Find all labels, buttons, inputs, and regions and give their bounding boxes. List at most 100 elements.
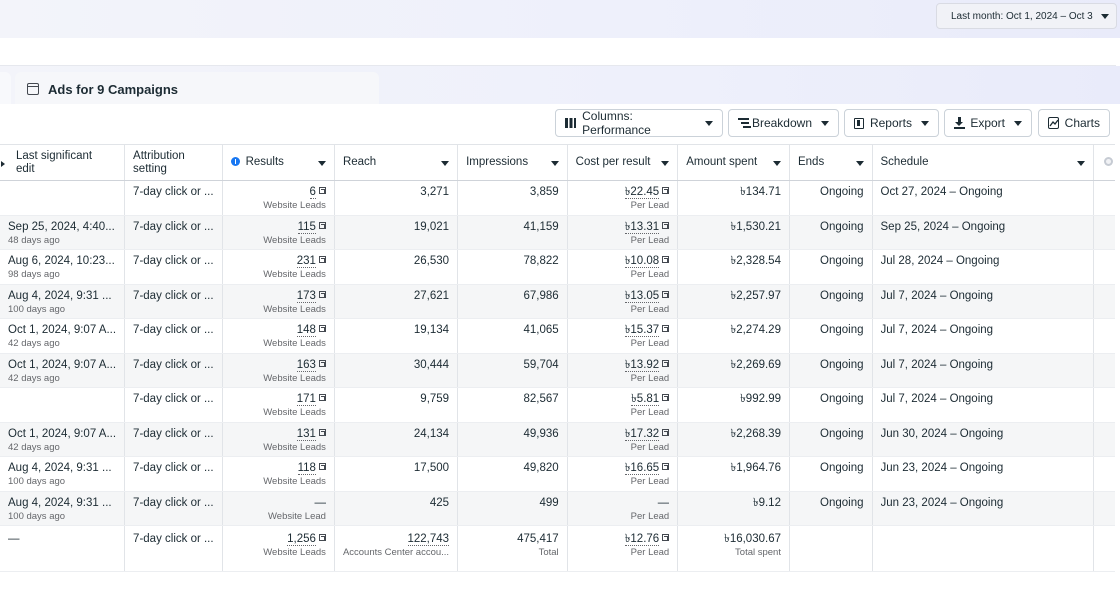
info-icon[interactable] [230,157,240,166]
cost-per-result-value[interactable]: ৳15.37 [624,324,660,337]
add-column-icon[interactable] [1103,156,1113,166]
vertical-scrollbar[interactable] [1115,104,1120,574]
external-link-icon[interactable] [662,325,670,332]
table-row[interactable]: Oct 1, 2024, 9:07 A... 42 days ago 7-day… [0,353,1120,388]
column-header-last-edit[interactable]: Last significant edit [0,144,126,181]
tab-ads-label: Ads for 9 Campaigns [48,81,179,97]
results-label: Website Leads [263,303,326,315]
breakdown-button[interactable]: Breakdown [728,109,839,137]
external-link-icon[interactable] [318,463,326,470]
table-row[interactable]: Sep 25, 2024, 4:40... 48 days ago 7-day … [0,215,1120,250]
charts-button[interactable]: Charts [1038,109,1110,137]
table-row[interactable]: Oct 1, 2024, 9:07 A... 42 days ago 7-day… [0,422,1120,457]
sort-caret-icon[interactable] [441,161,450,166]
cost-per-result-value[interactable]: ৳16.65 [624,462,660,475]
totals-attribution-cell: 7-day click or ... [124,525,223,572]
sort-caret-icon[interactable] [772,161,781,166]
reach-cell: 27,621 [334,284,459,319]
results-value[interactable]: 115 [297,220,316,234]
column-header-schedule[interactable]: Schedule [872,144,1094,181]
column-header-results[interactable]: Results [222,144,335,181]
impressions-cell: 499 [457,491,568,526]
cost-per-result-value[interactable]: ৳13.05 [624,289,660,303]
table-row[interactable]: 7-day click or ... 6 Website Leads 3,271… [0,180,1120,216]
cost-per-result-value[interactable]: — [657,496,670,509]
column-header-impressions[interactable]: Impressions [457,144,568,181]
attribution-cell: 7-day click or ... [124,422,223,457]
results-cell: 231 Website Leads [222,249,335,285]
cost-per-result-label: Per Lead [630,269,670,280]
table-row[interactable]: Aug 4, 2024, 9:31 ... 100 days ago 7-day… [0,491,1120,526]
table-row[interactable]: Aug 4, 2024, 9:31 ... 100 days ago 7-day… [0,284,1120,319]
results-value[interactable]: — [314,496,326,509]
totals-reach-value[interactable]: 122,743 [407,533,450,546]
reach-cell: 24,134 [334,422,459,457]
external-link-icon[interactable] [318,221,326,229]
results-value[interactable]: 6 [309,186,316,199]
external-link-icon[interactable] [318,325,326,332]
ends-cell: Ongoing [789,491,873,526]
tab-ads[interactable]: Ads for 9 Campaigns [15,72,379,106]
attribution-cell: 7-day click or ... [124,353,223,388]
totals-cost-per-result-value[interactable]: ৳12.76 [624,533,660,546]
column-header-reach[interactable]: Reach [334,144,459,181]
external-link-icon[interactable] [662,187,670,194]
external-link-icon[interactable] [662,534,670,541]
attribution-cell: 7-day click or ... [124,318,223,354]
results-value[interactable]: 231 [296,255,316,268]
results-value[interactable]: 148 [296,324,316,337]
table-row[interactable]: Aug 6, 2024, 10:23... 98 days ago 7-day … [0,249,1120,285]
external-link-icon[interactable] [318,394,326,401]
results-value[interactable]: 171 [296,393,316,406]
external-link-icon[interactable] [662,359,670,367]
last-edit-value: Oct 1, 2024, 9:07 A... [8,358,117,371]
results-value[interactable]: 173 [296,289,316,303]
totals-results-value[interactable]: 1,256 [287,533,316,546]
external-link-icon[interactable] [318,290,326,298]
sort-caret-icon[interactable] [661,161,670,166]
external-link-icon[interactable] [662,463,670,470]
ends-cell: Ongoing [789,456,873,492]
tab-previous[interactable] [0,72,11,104]
external-link-icon[interactable] [318,256,326,263]
table-row[interactable]: Aug 4, 2024, 9:31 ... 100 days ago 7-day… [0,456,1120,492]
external-link-icon[interactable] [662,394,670,401]
last-edit-value: Oct 1, 2024, 9:07 A... [8,324,117,336]
external-link-icon[interactable] [662,290,670,298]
results-value[interactable]: 163 [296,358,316,372]
column-header-attribution[interactable]: Attribution setting [124,144,223,181]
column-header-ends[interactable]: Ends [789,144,873,181]
external-link-icon[interactable] [318,359,326,367]
cost-per-result-value[interactable]: ৳10.08 [624,255,660,268]
cost-per-result-value[interactable]: ৳13.92 [624,358,660,372]
external-link-icon[interactable] [662,256,670,263]
external-link-icon[interactable] [318,187,326,194]
totals-amount-spent-cell: ৳16,030.67 Total spent [677,525,790,572]
attribution-value: 7-day click or ... [133,427,214,440]
reports-button[interactable]: Reports [844,109,939,137]
sort-caret-icon[interactable] [317,161,326,166]
column-header-cost-per-result[interactable]: Cost per result [567,144,679,181]
sort-caret-icon[interactable] [550,161,559,166]
date-range-picker[interactable]: Last month: Oct 1, 2024 – Oct 3 [936,3,1117,29]
impressions-value: 78,822 [523,255,559,267]
columns-button[interactable]: Columns: Performance [555,109,723,137]
cost-per-result-value[interactable]: ৳13.31 [624,220,660,234]
reports-icon [854,117,864,129]
external-link-icon[interactable] [662,221,670,229]
cost-per-result-value[interactable]: ৳5.81 [631,393,660,406]
sort-caret-icon[interactable] [855,161,864,166]
export-button[interactable]: Export [944,109,1032,137]
table-row[interactable]: Oct 1, 2024, 9:07 A... 42 days ago 7-day… [0,318,1120,354]
results-value[interactable]: 118 [297,462,316,475]
sort-caret-icon[interactable] [1076,161,1085,166]
external-link-icon[interactable] [318,534,326,541]
cost-per-result-value[interactable]: ৳17.32 [624,427,660,441]
column-header-amount-spent[interactable]: Amount spent [677,144,790,181]
external-link-icon[interactable] [318,428,326,436]
impressions-value: 49,936 [523,427,559,440]
cost-per-result-value[interactable]: ৳22.45 [624,186,660,199]
table-row[interactable]: 7-day click or ... 171 Website Leads 9,7… [0,387,1120,423]
results-value[interactable]: 131 [296,427,316,441]
external-link-icon[interactable] [662,428,670,436]
